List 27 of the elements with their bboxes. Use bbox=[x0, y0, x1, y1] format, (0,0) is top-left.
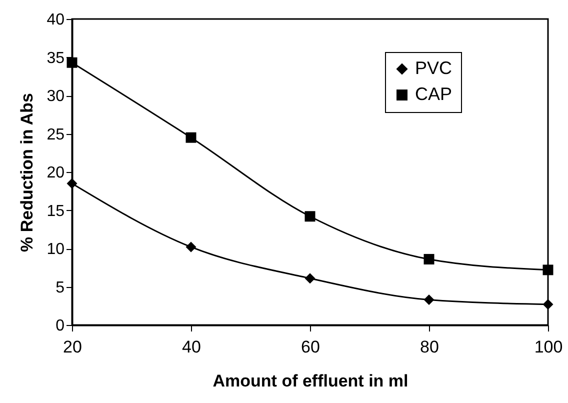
y-tick-label: 0 bbox=[56, 318, 65, 334]
y-tick-label: 20 bbox=[46, 164, 65, 182]
point bbox=[186, 132, 196, 143]
y-tick-label: 40 bbox=[46, 12, 65, 28]
y-tick-label: 15 bbox=[46, 202, 65, 220]
x-tick-label: 80 bbox=[420, 338, 439, 356]
y-tick-label: 30 bbox=[46, 88, 65, 105]
point bbox=[542, 264, 554, 276]
x-tick-label: 60 bbox=[301, 338, 320, 356]
legend-label: PVC bbox=[415, 58, 452, 78]
y-axis-title: % Reduction in Abs bbox=[18, 93, 37, 252]
x-tick-label: 40 bbox=[182, 338, 201, 356]
y-tick-label: 5 bbox=[56, 279, 65, 296]
y-tick-label: 10 bbox=[46, 241, 65, 258]
point bbox=[304, 211, 316, 222]
y-tick-label: 25 bbox=[46, 126, 65, 144]
x-axis-title: Amount of effluent in ml bbox=[212, 372, 408, 390]
legend-label: CAP bbox=[415, 84, 452, 104]
y-tick-label: 35 bbox=[46, 50, 65, 67]
point bbox=[186, 242, 196, 252]
point bbox=[66, 178, 78, 189]
x-tick-label: 100 bbox=[534, 338, 563, 356]
point bbox=[424, 254, 434, 264]
point bbox=[424, 294, 434, 305]
point bbox=[542, 299, 554, 310]
point bbox=[304, 273, 316, 284]
point bbox=[66, 57, 78, 68]
